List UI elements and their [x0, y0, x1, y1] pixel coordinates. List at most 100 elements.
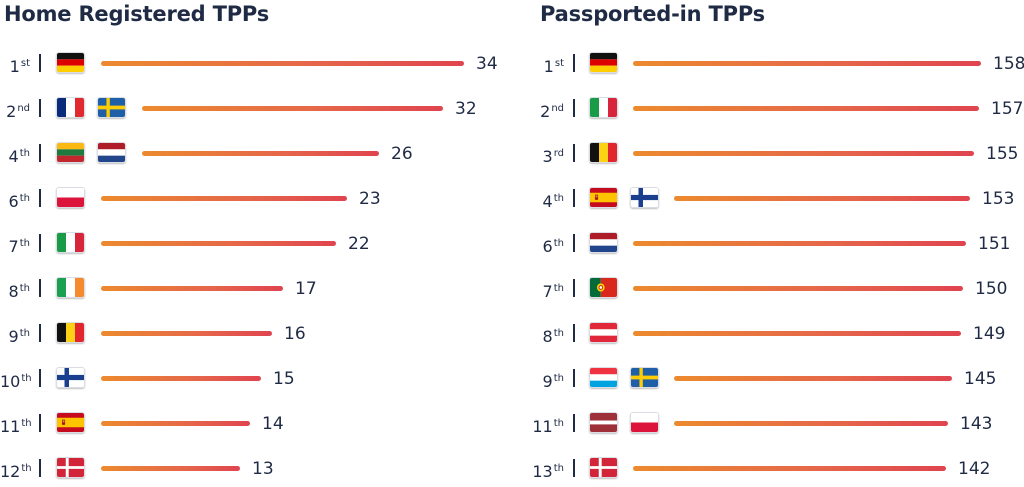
finland-flag-icon: [56, 367, 85, 388]
rank-separator: [573, 369, 575, 387]
bar: [142, 151, 379, 156]
bar: [101, 421, 250, 426]
rank-number: 8: [8, 282, 19, 301]
rank-label: 7th: [0, 229, 30, 259]
italy-flag-icon: [589, 97, 618, 118]
bar: [674, 196, 970, 201]
bar: [101, 286, 283, 291]
rank-label: 1st: [532, 49, 564, 79]
value-label: 14: [262, 414, 284, 434]
rank-number: 6: [542, 237, 553, 256]
rank-separator: [39, 369, 41, 387]
rank-number: 11: [0, 417, 21, 436]
italy-flag-icon: [56, 232, 85, 253]
rank-separator: [573, 414, 575, 432]
rank-suffix: th: [21, 373, 32, 384]
value-label: 16: [284, 324, 306, 344]
portugal-flag-icon: [589, 277, 618, 298]
rank-separator: [39, 189, 41, 207]
chart-title: Home Registered TPPs: [4, 2, 270, 26]
rank-suffix: th: [21, 418, 32, 429]
bar-row: 1st 158: [532, 49, 1024, 79]
rank-separator: [573, 54, 575, 72]
rank-number: 1: [9, 57, 20, 76]
bar: [633, 241, 966, 246]
value-label: 145: [964, 369, 997, 389]
rank-number: 2: [6, 102, 17, 121]
bar: [633, 106, 979, 111]
rank-number: 4: [542, 192, 553, 211]
rank-number: 13: [532, 462, 553, 481]
bar-row: 9th 16: [0, 319, 520, 349]
value-label: 17: [295, 279, 317, 299]
sweden-flag-icon: [630, 367, 659, 388]
rank-suffix: nd: [17, 103, 30, 114]
bar: [101, 196, 347, 201]
rank-suffix: th: [553, 238, 564, 249]
rank-label: 4th: [532, 184, 564, 214]
bar: [142, 106, 443, 111]
value-label: 23: [359, 189, 381, 209]
rank-number: 3: [542, 147, 553, 166]
rank-separator: [573, 459, 575, 477]
france-flag-icon: [56, 97, 85, 118]
lithuania-flag-icon: [56, 142, 85, 163]
rank-label: 11th: [0, 409, 32, 439]
rank-suffix: th: [553, 328, 564, 339]
rank-suffix: th: [553, 418, 564, 429]
value-label: 22: [348, 234, 370, 254]
spain-flag-icon: [56, 412, 85, 433]
rank-label: 7th: [532, 274, 564, 304]
rank-separator: [39, 144, 41, 162]
value-label: 26: [391, 144, 413, 164]
rank-suffix: nd: [551, 103, 564, 114]
rank-label: 6th: [532, 229, 564, 259]
rank-label: 3rd: [532, 139, 564, 169]
bar-row: 2nd 32: [0, 94, 520, 124]
rank-separator: [573, 279, 575, 297]
bar-row: 9th 145: [532, 364, 1024, 394]
bar-row: 4th 153: [532, 184, 1024, 214]
spain-flag-icon: [589, 187, 618, 208]
rank-separator: [573, 189, 575, 207]
rank-suffix: th: [19, 283, 30, 294]
value-label: 158: [993, 54, 1024, 74]
rank-separator: [573, 99, 575, 117]
poland-flag-icon: [630, 412, 659, 433]
rank-label: 2nd: [532, 94, 564, 124]
rank-label: 11th: [532, 409, 564, 439]
germany-flag-icon: [56, 52, 85, 73]
rank-separator: [39, 324, 41, 342]
bar: [633, 286, 963, 291]
rank-number: 1: [543, 57, 554, 76]
bar-row: 3rd 155: [532, 139, 1024, 169]
rank-suffix: th: [553, 373, 564, 384]
bar-row: 13th 142: [532, 454, 1024, 484]
rank-suffix: th: [19, 238, 30, 249]
bar-row: 4th 26: [0, 139, 520, 169]
rank-separator: [39, 279, 41, 297]
chart-title: Passported-in TPPs: [540, 2, 765, 26]
rank-number: 4: [8, 147, 19, 166]
bar: [101, 331, 272, 336]
rank-suffix: rd: [553, 148, 564, 159]
bar-row: 8th 17: [0, 274, 520, 304]
value-label: 32: [455, 99, 477, 119]
luxembourg-flag-icon: [589, 367, 618, 388]
rank-label: 1st: [0, 49, 30, 79]
rank-number: 6: [8, 192, 19, 211]
netherlands-flag-icon: [589, 232, 618, 253]
austria-flag-icon: [589, 322, 618, 343]
bar: [633, 151, 974, 156]
rank-label: 8th: [0, 274, 30, 304]
belgium-flag-icon: [56, 322, 85, 343]
rank-number: 10: [0, 372, 21, 391]
rank-separator: [39, 234, 41, 252]
bar: [101, 61, 464, 66]
rank-label: 8th: [532, 319, 564, 349]
rank-separator: [39, 459, 41, 477]
denmark-flag-icon: [589, 457, 618, 478]
rank-label: 9th: [532, 364, 564, 394]
bar: [674, 376, 952, 381]
rank-suffix: th: [553, 283, 564, 294]
